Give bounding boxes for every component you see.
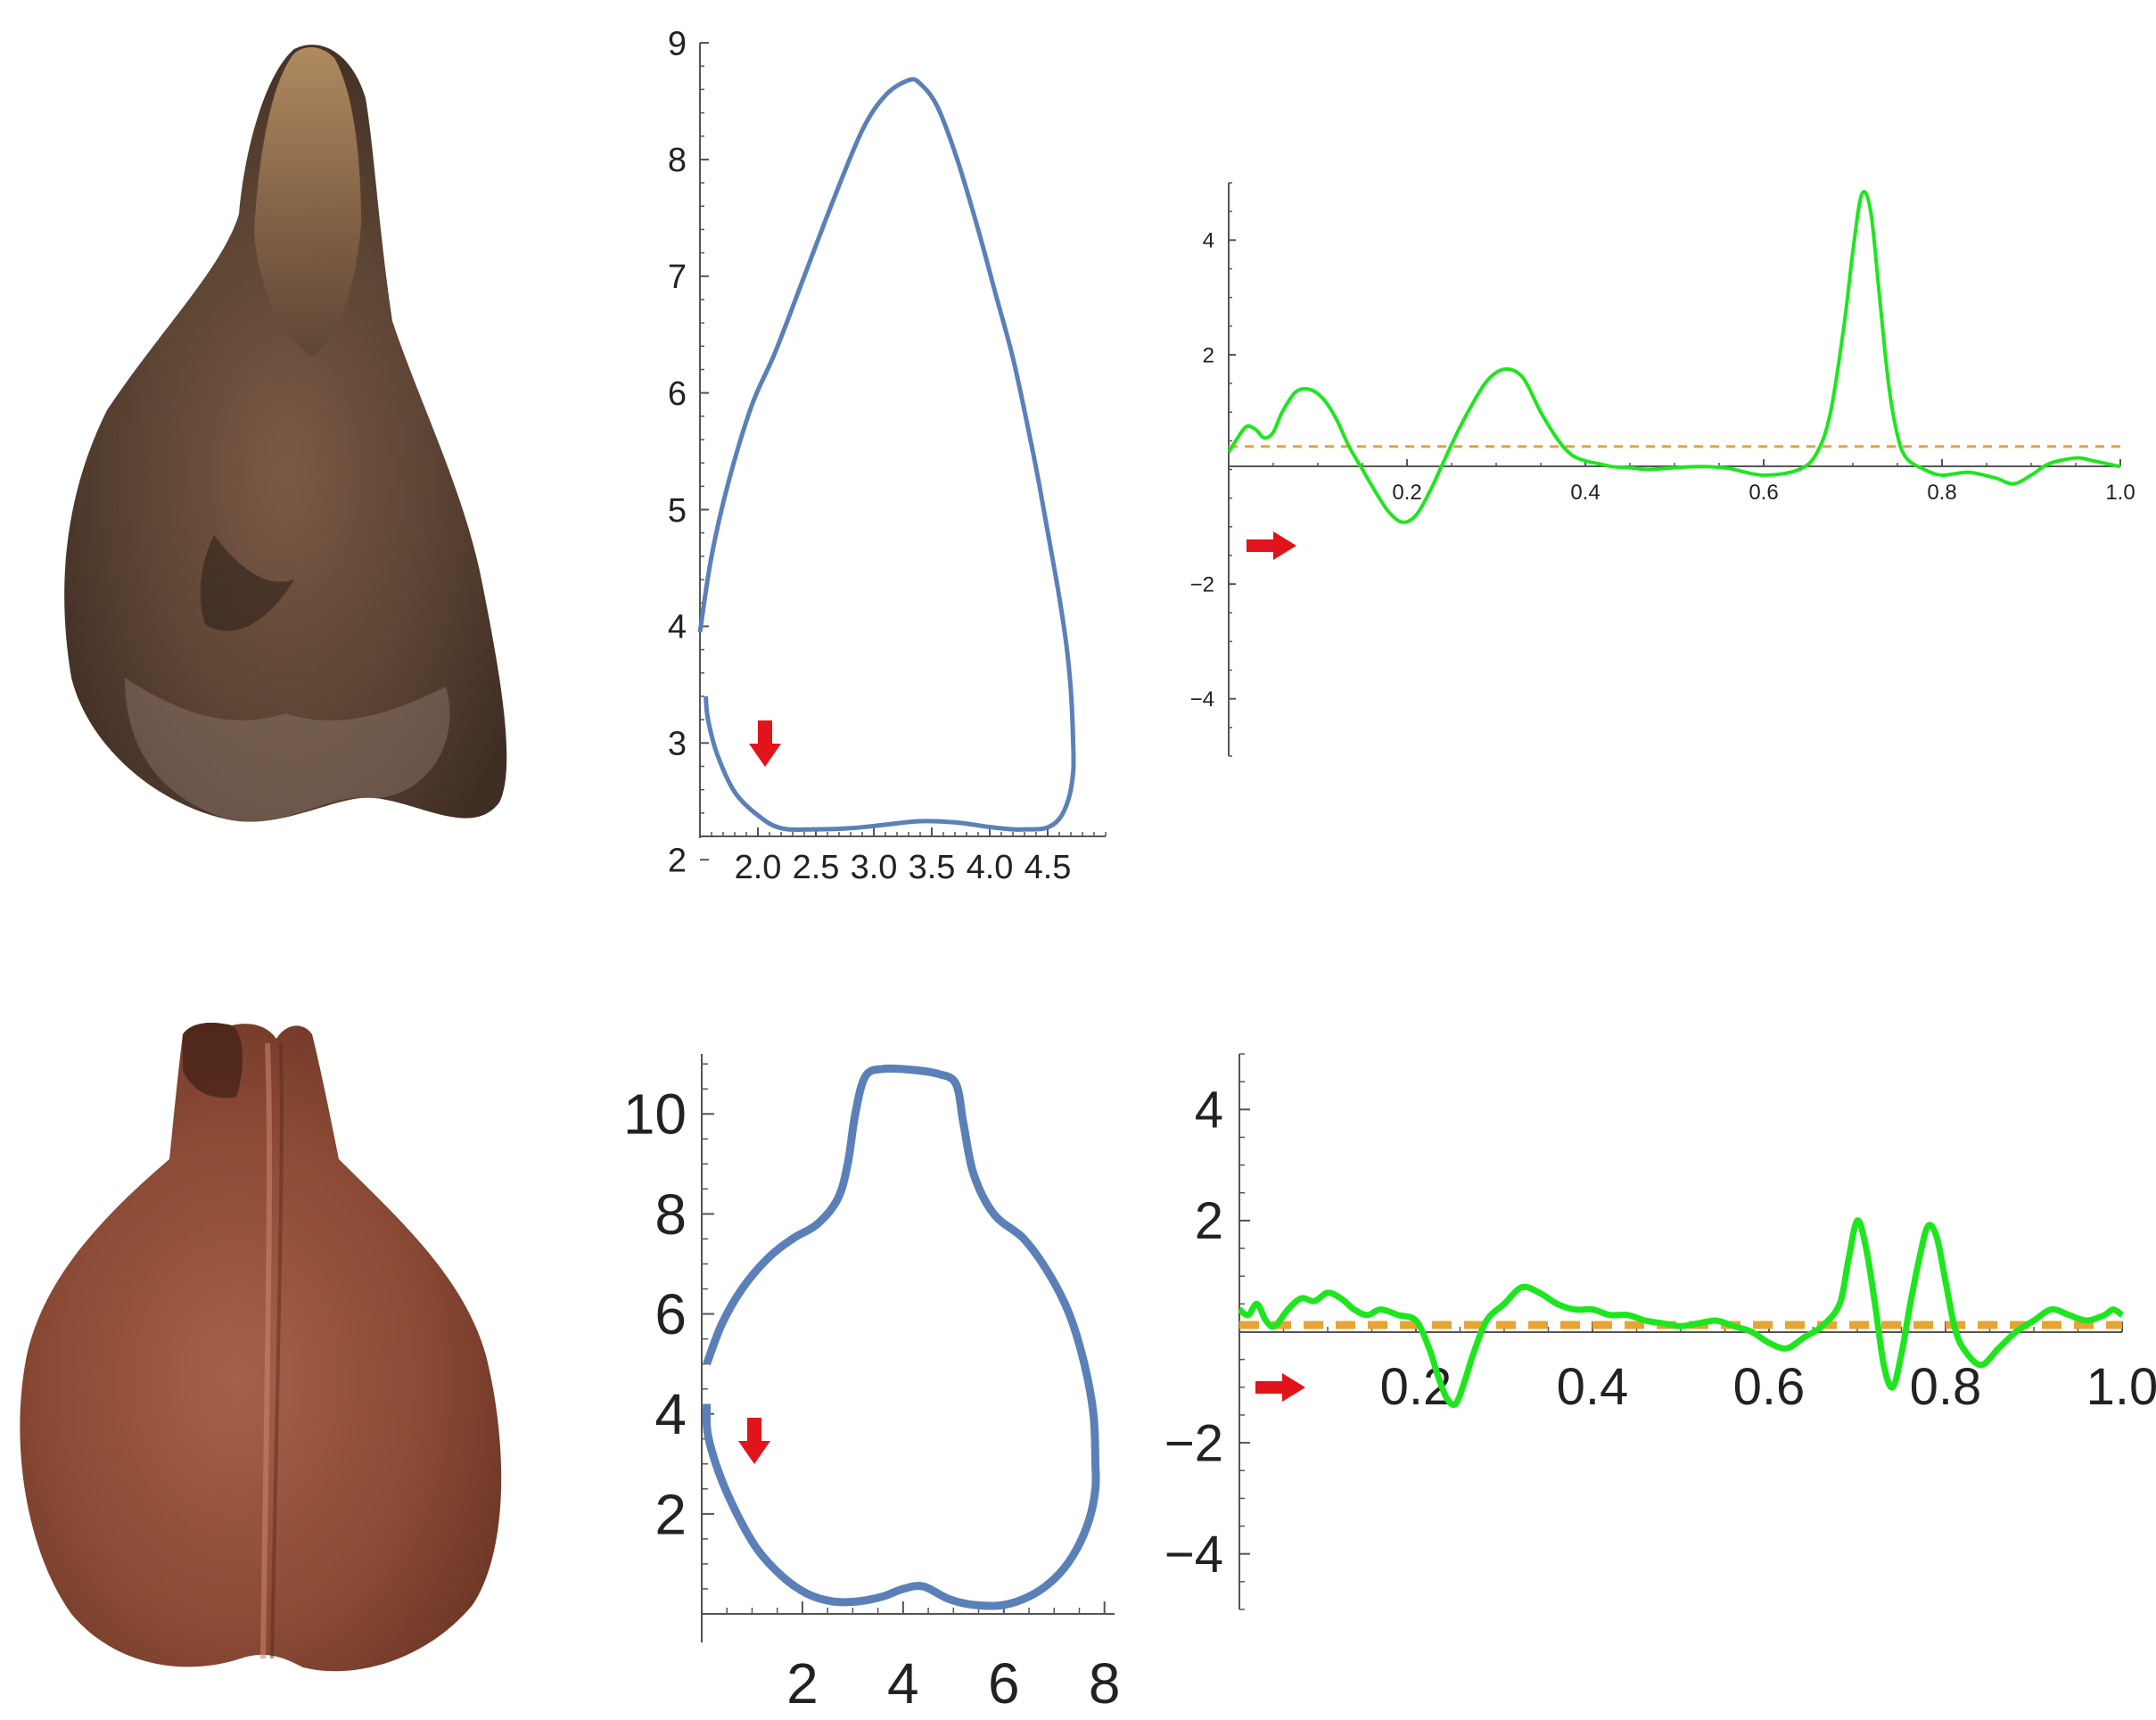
outline-series xyxy=(702,1064,1100,1610)
x-tick-label: 0.4 xyxy=(1557,1358,1629,1416)
y-ticks: 2 3 4 5 6 7 8 9 xyxy=(668,25,709,879)
x-tick-label: 0.8 xyxy=(1910,1358,1982,1416)
y-tick-label: 4 xyxy=(668,609,687,646)
minor-ticks xyxy=(701,1063,1106,1615)
outline-series xyxy=(697,77,1076,832)
y-tick-label: 5 xyxy=(668,492,687,530)
x-tick-label: 4.5 xyxy=(1025,849,1072,886)
chart-outline-bottom: 2 4 6 8 10 2 4 6 8 xyxy=(623,1054,1121,1716)
arrow-right-icon xyxy=(1247,531,1296,560)
x-tick-label: 0.6 xyxy=(1749,481,1778,505)
y-ticks: −4 −2 2 4 xyxy=(1190,229,1236,712)
y-tick-label: 6 xyxy=(654,1282,687,1346)
y-tick-label: −2 xyxy=(1164,1414,1223,1472)
x-tick-label: 6 xyxy=(988,1651,1020,1716)
x-tick-label: 1.0 xyxy=(2105,481,2135,505)
y-tick-label: 10 xyxy=(623,1082,687,1147)
y-tick-label: 7 xyxy=(668,259,687,296)
y-tick-label: 3 xyxy=(668,726,687,763)
x-tick-label: 2.0 xyxy=(735,849,782,886)
x-tick-label: 1.0 xyxy=(2086,1358,2156,1416)
x-tick-label: 2 xyxy=(786,1651,819,1716)
y-ticks: 2 4 6 8 10 xyxy=(623,1082,714,1546)
curvature-series xyxy=(1237,1217,2125,1409)
seed-image-top xyxy=(64,45,507,822)
x-tick-label: 3.0 xyxy=(851,849,898,886)
y-tick-label: 4 xyxy=(654,1382,687,1446)
chart-curvature-bottom: −4−224 0.2 0.4 0.6 0.8 1.0 xyxy=(1164,1053,2156,1610)
seed-image-bottom xyxy=(20,1023,502,1672)
x-tick-label: 4.0 xyxy=(967,849,1014,886)
y-tick-label: 2 xyxy=(1203,343,1214,367)
y-tick-label: 6 xyxy=(668,375,687,413)
x-tick-label: 0.6 xyxy=(1733,1358,1806,1416)
arrow-down-icon xyxy=(738,1418,770,1464)
x-tick-label: 0.2 xyxy=(1392,481,1421,505)
x-ticks: 2.0 2.5 3.0 3.5 4.0 4.5 xyxy=(735,827,1072,886)
minor-ticks xyxy=(1238,1053,2123,1610)
x-tick-label: 0.8 xyxy=(1927,481,1956,505)
y-tick-label: 2 xyxy=(1195,1192,1223,1250)
y-tick-label: 4 xyxy=(1203,229,1214,253)
x-tick-label: 8 xyxy=(1089,1651,1121,1716)
curvature-series xyxy=(1227,190,2121,524)
y-ticks: −4 −2 2 4 xyxy=(1164,1082,1250,1584)
x-tick-label: 4 xyxy=(887,1651,919,1716)
y-tick-label: 2 xyxy=(668,842,687,879)
x-ticks: 2 4 6 8 xyxy=(786,1601,1121,1716)
y-tick-label: −4 xyxy=(1190,687,1214,712)
x-tick-label: 0.4 xyxy=(1570,481,1600,505)
y-tick-label: 8 xyxy=(654,1182,687,1247)
x-tick-label: 3.5 xyxy=(909,849,956,886)
y-tick-label: 2 xyxy=(654,1482,687,1546)
chart-outline-top: 2 3 4 5 6 7 8 9 2.0 2.5 3.0 3.5 4.0 4.5 xyxy=(668,25,1107,886)
minor-ticks xyxy=(699,42,1107,837)
x-ticks: 0.2 0.4 0.6 0.8 1.0 xyxy=(1380,1321,2156,1416)
y-tick-label: 4 xyxy=(1195,1082,1223,1140)
arrow-right-icon xyxy=(1255,1373,1305,1402)
y-tick-label: 9 xyxy=(668,25,687,62)
y-tick-label: −2 xyxy=(1190,573,1214,597)
x-tick-label: 2.5 xyxy=(793,849,840,886)
x-ticks: 0.2 0.4 0.6 0.8 1.0 xyxy=(1392,459,2135,505)
chart-curvature-top: −4 −2 2 4 0.2 0.4 0.6 0.8 1.0 xyxy=(1190,182,2135,757)
arrow-down-icon xyxy=(749,720,781,767)
y-tick-label: 8 xyxy=(668,142,687,179)
y-tick-label: −4 xyxy=(1164,1526,1223,1584)
